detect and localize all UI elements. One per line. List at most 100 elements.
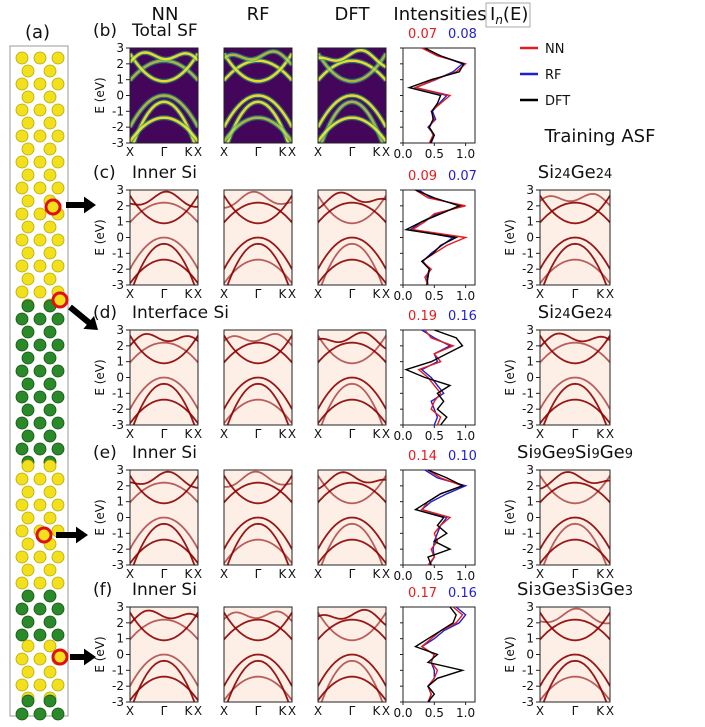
band-x-tick-label: Γ <box>255 287 262 301</box>
column-header: Intensities <box>393 4 486 25</box>
atom <box>52 603 64 615</box>
heatmap <box>540 190 610 295</box>
x-tick-label: 0.0 <box>393 569 412 583</box>
band-x-tick-label: K <box>596 704 605 718</box>
y-tick-label: -1 <box>522 386 534 400</box>
y-tick-label: 1 <box>116 355 124 369</box>
band-x-tick-label: K <box>279 567 288 581</box>
atom <box>34 365 46 377</box>
y-tick-label: 1 <box>526 495 534 509</box>
arrow <box>70 307 91 324</box>
band-x-tick-label: K <box>185 567 194 581</box>
y-tick-label: 3 <box>526 323 534 337</box>
band-x-tick-label: Γ <box>349 567 356 581</box>
y-tick-label: -2 <box>522 542 534 556</box>
atom <box>16 286 28 298</box>
atom <box>44 65 56 77</box>
atom <box>44 352 56 364</box>
atom <box>44 695 56 707</box>
band-x-tick-label: Γ <box>349 704 356 718</box>
element: Si <box>538 162 554 183</box>
atom <box>34 603 46 615</box>
band-x-tick-label: K <box>185 145 194 159</box>
y-tick-label: 1 <box>526 215 534 229</box>
atom <box>16 391 28 403</box>
atom <box>44 378 56 390</box>
band-x-tick-label: X <box>288 427 296 441</box>
atom <box>34 391 46 403</box>
atom <box>22 564 34 576</box>
atom <box>52 78 64 90</box>
band-x-tick-label: X <box>194 567 202 581</box>
count: 9 <box>625 447 633 462</box>
count: 24 <box>554 307 571 322</box>
training-label: Si3Ge3Si3Ge3 <box>517 579 633 600</box>
y-tick-label: 2 <box>526 339 534 353</box>
y-tick-label: 2 <box>526 616 534 630</box>
band-x-tick-label: X <box>382 145 390 159</box>
band-x-tick-label: K <box>373 704 382 718</box>
atom <box>44 326 56 338</box>
band-x-tick-label: X <box>194 287 202 301</box>
intensity-header: In(E) <box>490 4 528 27</box>
band-x-tick-label: X <box>220 704 228 718</box>
y-tick-label: 1 <box>116 632 124 646</box>
y-tick-label: 0 <box>526 511 534 525</box>
atom <box>34 629 46 641</box>
atom <box>16 234 28 246</box>
count: 9 <box>591 447 599 462</box>
atom <box>22 430 34 442</box>
atom <box>52 234 64 246</box>
heatmap <box>130 330 198 435</box>
y-tick-label: 1 <box>526 632 534 646</box>
highlighted-atom <box>37 528 51 542</box>
band-x-tick-label: K <box>185 287 194 301</box>
y-tick-label: 0 <box>526 231 534 245</box>
band-x-tick-label: Γ <box>572 704 579 718</box>
atom <box>16 577 28 589</box>
panel-label: (e) <box>93 443 117 463</box>
atom <box>34 313 46 325</box>
atom <box>44 91 56 103</box>
y-tick-label: 3 <box>526 463 534 477</box>
y-tick-label: 2 <box>526 199 534 213</box>
atom <box>34 78 46 90</box>
atom <box>22 326 34 338</box>
band-x-tick-label: K <box>279 287 288 301</box>
atom <box>52 130 64 142</box>
heatmap <box>224 190 292 295</box>
y-axis-label: E (eV) <box>503 499 517 535</box>
x-tick-label: 0.0 <box>393 147 412 161</box>
heatmap <box>540 470 610 575</box>
y-tick-label: -2 <box>522 402 534 416</box>
x-tick-label: 1.0 <box>456 147 475 161</box>
x-tick-label: 0.5 <box>425 147 444 161</box>
atom <box>16 313 28 325</box>
atom <box>16 182 28 194</box>
count: 3 <box>591 584 599 599</box>
atom <box>34 417 46 429</box>
atom <box>22 486 34 498</box>
atom <box>22 273 34 285</box>
arrow-head <box>84 197 96 214</box>
legend-label: DFT <box>545 94 570 109</box>
band-x-tick-label: X <box>314 287 322 301</box>
band-x-tick-label: X <box>126 704 134 718</box>
atom <box>44 512 56 524</box>
atom <box>44 460 56 472</box>
y-tick-label: 1 <box>116 73 124 87</box>
atom <box>16 443 28 455</box>
band-x-tick-label: X <box>288 567 296 581</box>
band-x-tick-label: X <box>382 427 390 441</box>
atom <box>34 260 46 272</box>
atom <box>44 273 56 285</box>
band-x-tick-label: K <box>279 145 288 159</box>
y-tick-label: -1 <box>522 663 534 677</box>
count: 3 <box>625 584 633 599</box>
y-tick-label: 2 <box>116 339 124 353</box>
panel-label: (c) <box>93 163 116 183</box>
band-x-tick-label: K <box>373 287 382 301</box>
panel-label: (a) <box>25 22 50 43</box>
band-x-tick-label: X <box>194 145 202 159</box>
band-x-tick-label: Γ <box>161 427 168 441</box>
